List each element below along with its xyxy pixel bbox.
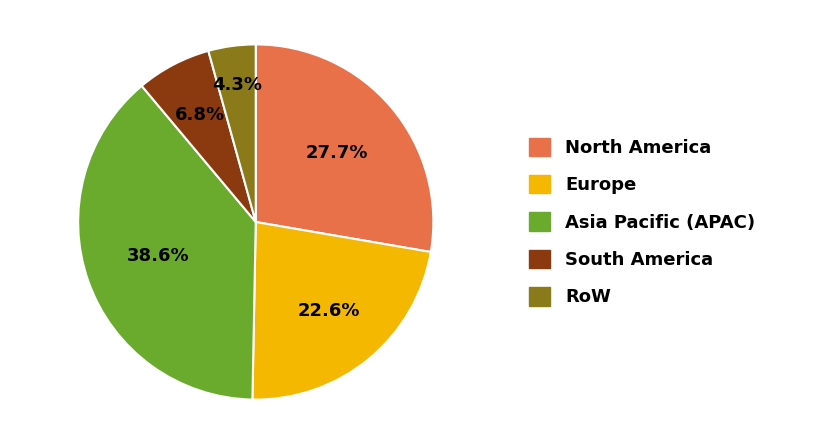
Text: 6.8%: 6.8% — [175, 106, 224, 124]
Wedge shape — [256, 44, 433, 252]
Text: 4.3%: 4.3% — [212, 76, 262, 94]
Wedge shape — [252, 222, 431, 400]
Wedge shape — [209, 44, 256, 222]
Wedge shape — [78, 86, 256, 400]
Legend: North America, Europe, Asia Pacific (APAC), South America, RoW: North America, Europe, Asia Pacific (APA… — [529, 138, 755, 306]
Text: 27.7%: 27.7% — [306, 144, 369, 163]
Wedge shape — [142, 51, 256, 222]
Text: 38.6%: 38.6% — [127, 247, 190, 265]
Text: 22.6%: 22.6% — [298, 302, 361, 320]
